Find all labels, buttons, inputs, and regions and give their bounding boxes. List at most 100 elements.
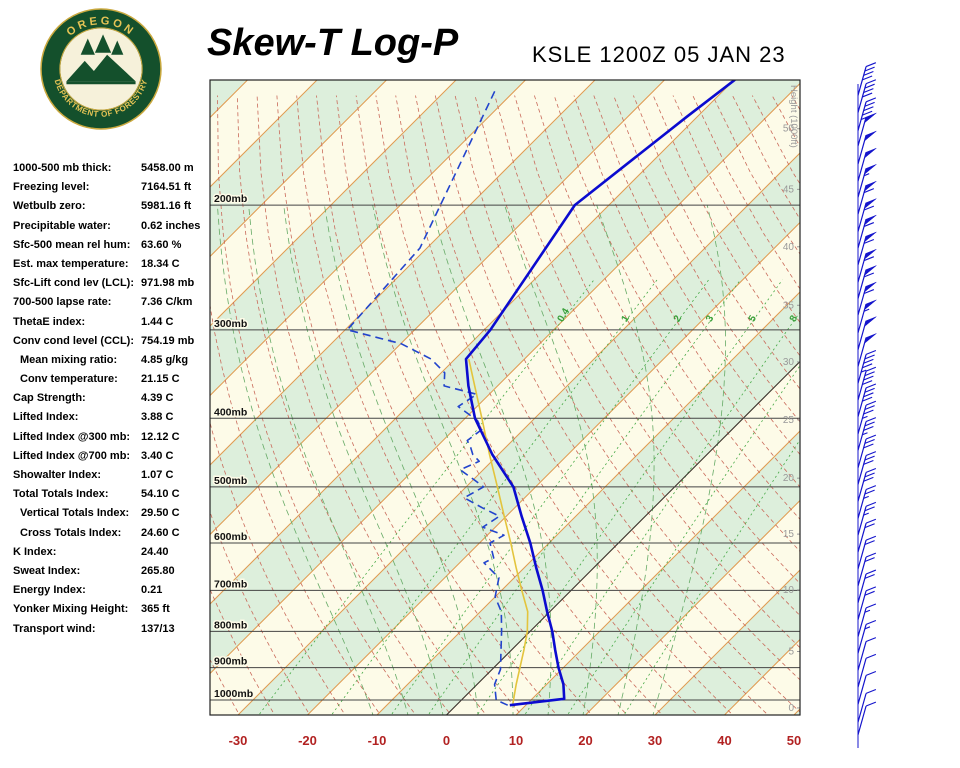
stat-label: Sweat Index: <box>13 564 81 577</box>
stat-label: Lifted Index: <box>13 411 79 424</box>
stat-label: Mean mixing ratio: <box>20 353 118 366</box>
wind-barb-column <box>857 62 877 748</box>
stat-row: Sweat Index: 265.80 <box>13 565 211 584</box>
stat-label: ThetaE index: <box>13 315 86 328</box>
svg-text:3: 3 <box>704 313 717 324</box>
plot-border <box>209 79 801 716</box>
pressure-labels: 200mb 300mb 400mb 500mb 600mb 700mb 800mb 900mb… <box>213 192 255 702</box>
logo-rim <box>40 8 162 130</box>
stat-row: Cap Strength: 4.39 C <box>13 392 211 411</box>
stats-panel: 1000-500 mb thick: 5458.00 m Freezing leve… <box>13 162 211 642</box>
page-title: Skew-T Log-P <box>207 22 459 64</box>
svg-text:600mb: 600mb <box>214 531 247 543</box>
stat-row: Transport wind: 137/13 <box>13 623 211 642</box>
stat-value: 4.39 C <box>141 392 174 405</box>
svg-text:700mb: 700mb <box>214 578 247 590</box>
svg-text:0: 0 <box>443 733 450 748</box>
svg-text:30: 30 <box>783 357 795 368</box>
stat-value: 21.15 C <box>141 373 180 386</box>
stat-value: 24.60 C <box>141 526 180 539</box>
stat-row: Mean mixing ratio: 4.85 g/kg <box>13 354 211 373</box>
stat-label: Total Totals Index: <box>13 488 109 501</box>
stat-row: Conv cond level (CCL): 754.19 mb <box>13 335 211 354</box>
svg-text:15: 15 <box>783 529 795 540</box>
logo-forest-art <box>66 34 136 85</box>
stat-row: Cross Totals Index: 24.60 C <box>13 527 211 546</box>
stat-label: Transport wind: <box>13 622 96 635</box>
stat-value: 0.62 inches <box>141 219 201 232</box>
stat-row: ThetaE index: 1.44 C <box>13 316 211 335</box>
svg-text:40: 40 <box>717 733 731 748</box>
stat-value: 137/13 <box>141 622 175 635</box>
plot-area <box>210 80 800 715</box>
stat-value: 54.10 C <box>141 488 180 501</box>
svg-text:5: 5 <box>788 647 794 658</box>
stat-value: 3.40 C <box>141 449 174 462</box>
stat-value: 3.88 C <box>141 411 174 424</box>
stat-value: 29.50 C <box>141 507 180 520</box>
stat-label: K Index: <box>13 545 57 558</box>
svg-text:30: 30 <box>648 733 662 748</box>
stat-value: 971.98 mb <box>141 277 195 290</box>
svg-text:50: 50 <box>783 124 795 135</box>
stat-label: Energy Index: <box>13 584 86 597</box>
svg-text:50: 50 <box>787 733 801 748</box>
stat-label: Lifted Index @300 mb: <box>13 430 131 443</box>
svg-text:-30: -30 <box>229 733 248 748</box>
svg-text:-10: -10 <box>368 733 387 748</box>
odf-logo: OREGON DEPARTMENT OF FORESTRY <box>40 8 162 130</box>
stat-row: 1000-500 mb thick: 5458.00 m <box>13 162 211 181</box>
parcel-trace <box>468 358 529 706</box>
x-axis-labels: -30 -20 -10 0 10 20 30 40 50 <box>229 733 802 748</box>
svg-text:2: 2 <box>672 313 685 324</box>
svg-text:-20: -20 <box>298 733 317 748</box>
stat-value: 18.34 C <box>141 257 180 270</box>
svg-text:45: 45 <box>783 184 795 195</box>
stat-value: 5458.00 m <box>141 162 194 174</box>
stat-value: 4.85 g/kg <box>141 353 189 366</box>
svg-text:900mb: 900mb <box>214 656 247 668</box>
temperature-trace <box>464 80 736 707</box>
stat-value: 24.40 <box>141 545 169 558</box>
stat-label: 1000-500 mb thick: <box>13 162 112 174</box>
stat-label: Conv cond level (CCL): <box>13 334 135 347</box>
stat-label: Sfc-500 mean rel hum: <box>13 238 131 251</box>
stat-row: Vertical Totals Index: 29.50 C <box>13 507 211 526</box>
height-axis-title: Height (1000ft) <box>788 85 799 148</box>
stat-value: 63.60 % <box>141 238 182 251</box>
svg-text:8: 8 <box>788 313 801 324</box>
stat-label: Showalter Index: <box>13 469 102 481</box>
svg-text:5: 5 <box>747 313 760 324</box>
stat-value: 12.12 C <box>141 430 180 443</box>
stat-label: Sfc-Lift cond lev (LCL): <box>13 277 134 290</box>
svg-text:400mb: 400mb <box>214 406 247 418</box>
stat-row: Sfc-Lift cond lev (LCL): 971.98 mb <box>13 277 211 296</box>
dewpoint-trace <box>346 88 509 706</box>
pressure-grid <box>210 204 800 701</box>
svg-text:0: 0 <box>788 703 794 714</box>
svg-text:20: 20 <box>578 733 592 748</box>
stat-row: Freezing level: 7164.51 ft <box>13 181 211 200</box>
stat-value: 0.21 <box>141 584 163 597</box>
stat-label: Cross Totals Index: <box>20 526 122 539</box>
stat-value: 7164.51 ft <box>141 181 192 194</box>
stat-label: Vertical Totals Index: <box>20 507 130 520</box>
band-layer <box>210 80 800 715</box>
svg-text:800mb: 800mb <box>214 619 247 631</box>
stat-label: Wetbulb zero: <box>13 200 86 213</box>
svg-text:1000mb: 1000mb <box>214 688 253 700</box>
station-id-label: KSLE 1200Z 05 JAN 23 <box>532 42 786 67</box>
svg-text:35: 35 <box>783 300 795 311</box>
stat-value: 5981.16 ft <box>141 200 192 213</box>
stat-row: Precipitable water: 0.62 inches <box>13 220 211 239</box>
stat-value: 1.44 C <box>141 315 174 328</box>
moist-adiabat-layer <box>217 204 726 715</box>
stat-label: Precipitable water: <box>13 219 111 232</box>
stat-row: Conv temperature: 21.15 C <box>13 373 211 392</box>
svg-text:20: 20 <box>783 473 795 484</box>
zero-isotherm <box>446 360 800 715</box>
stat-row: Lifted Index @300 mb: 12.12 C <box>13 431 211 450</box>
mixing-ratio-layer <box>258 279 800 715</box>
